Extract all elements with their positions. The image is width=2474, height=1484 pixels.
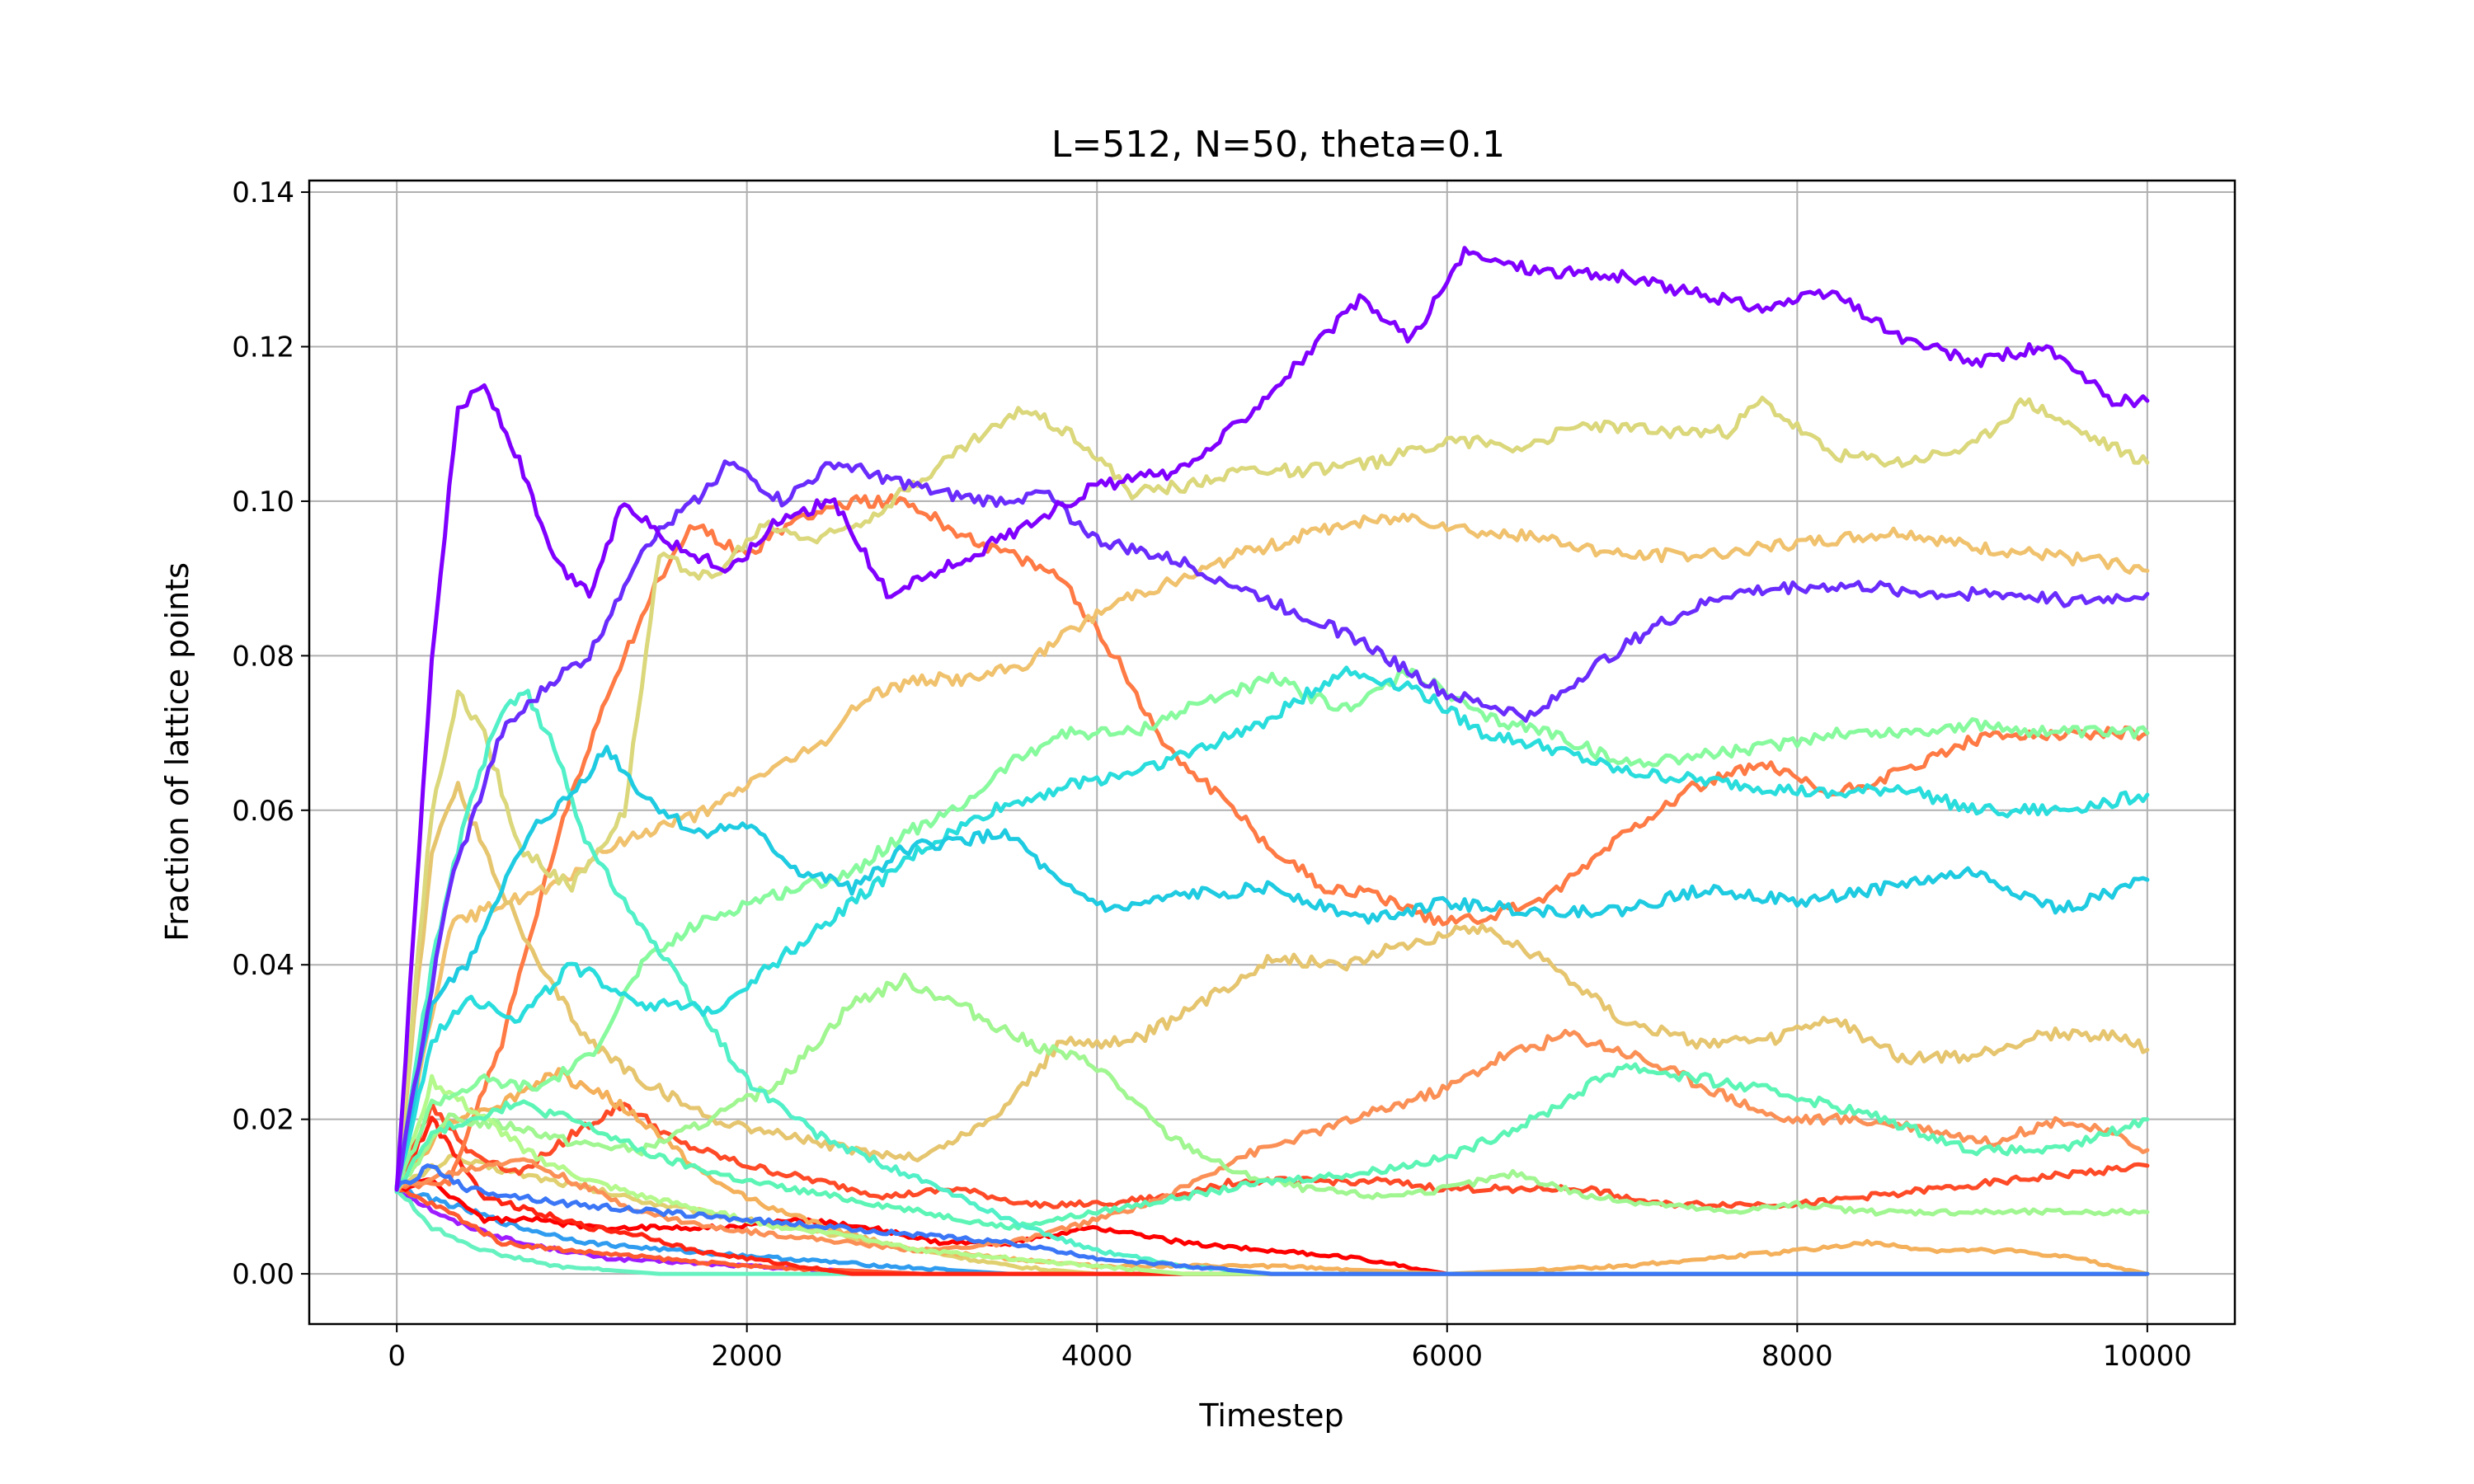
y-tick-label: 0.02 [232, 1104, 294, 1137]
y-tick-label: 0.10 [232, 486, 294, 519]
y-axis: 0.00 0.02 0.04 0.06 0.08 0.10 0.12 0.14 [232, 176, 309, 1291]
x-axis: 0 2000 4000 6000 8000 10000 [388, 1324, 2192, 1373]
x-tick-label: 6000 [1412, 1340, 1484, 1373]
series-line [394, 667, 2150, 1193]
x-tick-label: 0 [388, 1340, 406, 1373]
series-line [394, 512, 2150, 1188]
grid [309, 181, 2235, 1324]
y-axis-label: Fraction of lattice points [159, 562, 195, 942]
series-layer [394, 246, 2150, 1276]
y-tick-label: 0.12 [232, 331, 294, 364]
x-tick-label: 4000 [1061, 1340, 1133, 1373]
y-tick-label: 0.08 [232, 640, 294, 673]
series-line [394, 246, 2150, 1192]
x-axis-label: Timestep [1198, 1397, 1343, 1434]
y-tick-label: 0.06 [232, 795, 294, 828]
x-tick-label: 8000 [1761, 1340, 1833, 1373]
series-line [394, 459, 2150, 1191]
x-tick-label: 2000 [711, 1340, 783, 1373]
plot-frame [308, 179, 2236, 1326]
series-line [394, 665, 2150, 1189]
series-line [394, 1028, 2150, 1254]
series-line [394, 1067, 2150, 1276]
chart-title: L=512, N=50, theta=0.1 [1051, 124, 1505, 166]
series-line [394, 744, 2150, 1190]
series-line [394, 972, 2150, 1217]
series-line [394, 1163, 2150, 1276]
series-line [394, 1062, 2150, 1231]
series-line [394, 781, 2150, 1189]
y-tick-label: 0.04 [232, 949, 294, 982]
x-tick-label: 10000 [2103, 1340, 2192, 1373]
y-tick-label: 0.00 [232, 1258, 294, 1291]
y-tick-label: 0.14 [232, 176, 294, 209]
series-line [394, 395, 2150, 1190]
